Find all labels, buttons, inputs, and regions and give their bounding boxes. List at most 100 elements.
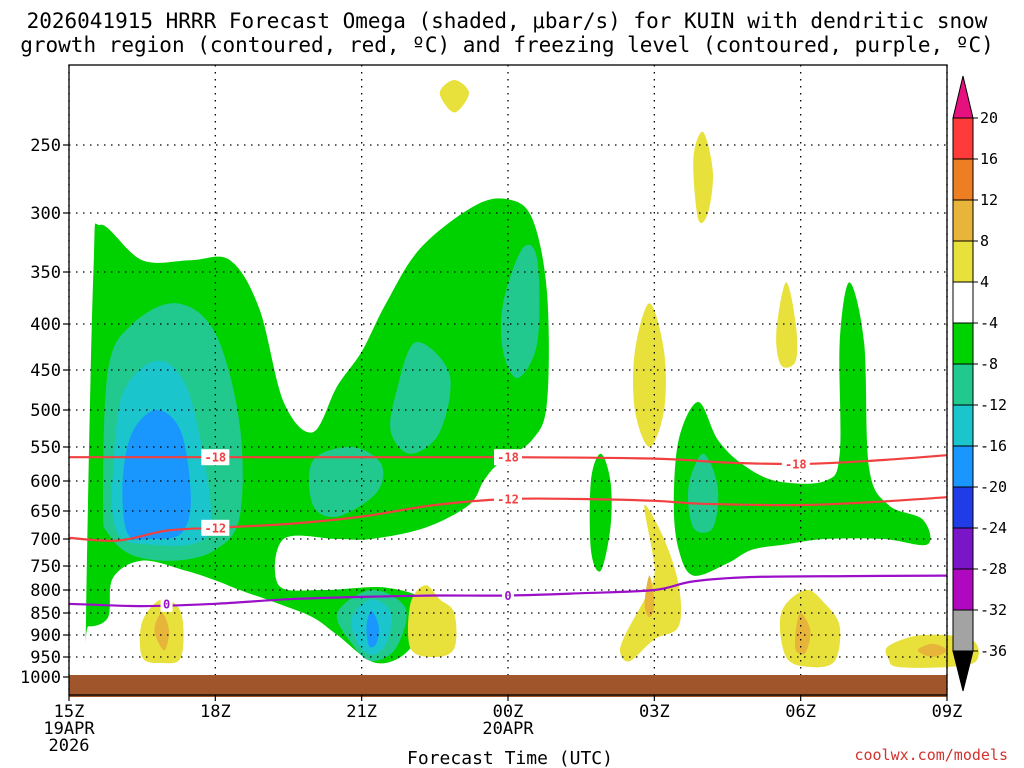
x-tick-label-00Z-0: 00Z xyxy=(493,702,524,722)
y-tick-label-400: 400 xyxy=(30,315,61,335)
x-tick-label-03Z-0: 03Z xyxy=(639,702,670,722)
x-axis-label: Forecast Time (UTC) xyxy=(407,748,613,768)
colorbar-top-arrow xyxy=(952,75,974,119)
y-tick-label-750: 750 xyxy=(30,557,61,577)
omega-region-19 xyxy=(776,282,798,368)
isotherm-label-1-1: -12 xyxy=(497,493,519,507)
isotherm-label-0-0: -18 xyxy=(204,451,226,465)
colorbar-swatch-9 xyxy=(952,486,974,529)
colorbar-label-5: -4 xyxy=(980,314,998,332)
y-tick-label-250: 250 xyxy=(30,136,61,156)
y-tick-label-550: 550 xyxy=(30,438,61,458)
x-tick-label-00Z-1: 20APR xyxy=(482,719,534,739)
omega-region-20 xyxy=(693,131,714,224)
omega-shading xyxy=(85,80,979,668)
colorbar-label-10: -24 xyxy=(980,519,1007,537)
omega-region-15 xyxy=(620,504,682,662)
isotherm-label-0-1: -18 xyxy=(497,451,519,465)
ground-layer xyxy=(69,675,947,697)
y-tick-label-850: 850 xyxy=(30,604,61,624)
y-tick-label-650: 650 xyxy=(30,502,61,522)
x-tick-label-15Z-1: 19APR xyxy=(43,719,95,739)
omega-region-4 xyxy=(308,446,384,518)
y-tick-label-900: 900 xyxy=(30,626,61,646)
isotherm-label-bg-0-2 xyxy=(781,456,810,472)
omega-region-7 xyxy=(687,453,719,533)
isotherm-contours: -18 -18 -18 -12 -12 0 0 xyxy=(68,449,948,612)
x-tick-label-15Z-2: 2026 xyxy=(49,736,90,756)
y-tick-label-500: 500 xyxy=(30,401,61,421)
credit-text: coolwx.com/models xyxy=(854,746,1008,764)
isotherm-label-bg-1-1 xyxy=(494,491,522,507)
colorbar-label-9: -20 xyxy=(980,478,1007,496)
colorbar-swatch-5 xyxy=(952,322,974,365)
x-tick-label-15Z-0: 15Z xyxy=(54,702,85,722)
isotherm-label-0-2: -18 xyxy=(785,458,807,472)
y-tick-label-450: 450 xyxy=(30,361,61,381)
omega-region-16 xyxy=(779,589,841,668)
y-tick-label-600: 600 xyxy=(30,472,61,492)
colorbar-swatch-4 xyxy=(952,281,974,324)
omega-region-24 xyxy=(794,613,811,655)
y-tick-label-1000: 1000 xyxy=(20,668,61,688)
colorbar-swatch-2 xyxy=(952,199,974,242)
omega-region-6 xyxy=(500,244,540,379)
isotherm-line-1 xyxy=(68,496,948,542)
omega-region-23 xyxy=(644,575,655,618)
isotherm-label-bg-1-0 xyxy=(201,519,230,536)
chart-title-line2: growth region (contoured, red, ºC) and f… xyxy=(20,33,994,57)
omega-region-12 xyxy=(366,610,379,648)
colorbar-label-6: -8 xyxy=(980,355,998,373)
omega-region-22 xyxy=(154,613,170,651)
isotherm-label-bg-0-0 xyxy=(201,449,230,466)
colorbar-swatch-8 xyxy=(952,445,974,488)
colorbar-swatch-7 xyxy=(952,404,974,447)
colorbar-label-13: -36 xyxy=(980,642,1007,660)
colorbar-legend: 20 16 12 8 4 -4 -8 -12 -16 -20 -24 -28 -32 -36 xyxy=(952,75,1007,692)
colorbar-swatch-3 xyxy=(952,240,974,283)
colorbar-swatch-10 xyxy=(952,527,974,570)
x-tick-label-18Z-0: 18Z xyxy=(200,702,231,722)
isotherm-line-0 xyxy=(68,454,948,466)
y-tick-label-950: 950 xyxy=(30,648,61,668)
isotherm-label-bg-0-1 xyxy=(494,449,522,466)
colorbar-label-2: 12 xyxy=(980,191,998,209)
x-tick-label-21Z-0: 21Z xyxy=(346,702,377,722)
colorbar-label-0: 20 xyxy=(980,109,998,127)
y-tick-label-350: 350 xyxy=(30,263,61,283)
colorbar-swatch-11 xyxy=(952,568,974,611)
isotherm-label-2-1: 0 xyxy=(504,589,511,603)
colorbar-label-11: -28 xyxy=(980,560,1007,578)
isotherm-label-bg-2-0 xyxy=(160,595,173,612)
omega-region-14 xyxy=(407,585,457,658)
colorbar-label-7: -12 xyxy=(980,396,1007,414)
omega-region-1 xyxy=(589,453,612,572)
colorbar-label-3: 8 xyxy=(980,232,989,250)
colorbar-bottom-arrow xyxy=(952,650,974,692)
colorbar-label-12: -32 xyxy=(980,601,1007,619)
colorbar-swatch-0 xyxy=(952,117,974,160)
colorbar-label-4: 4 xyxy=(980,273,989,291)
x-tick-label-09Z-0: 09Z xyxy=(932,702,963,722)
colorbar-label-1: 16 xyxy=(980,150,998,168)
omega-region-25 xyxy=(917,643,947,657)
isotherm-label-bg-2-1 xyxy=(502,587,514,604)
chart-title-line1: 2026041915 HRRR Forecast Omega (shaded, … xyxy=(27,9,988,33)
omega-region-2 xyxy=(673,282,931,576)
ground-terrain xyxy=(69,675,947,697)
isotherm-label-1-0: -12 xyxy=(204,521,226,535)
colorbar-swatch-12 xyxy=(952,609,974,652)
y-axis: 2503003504004505005506006507007508008509… xyxy=(20,136,69,688)
omega-region-11 xyxy=(122,410,191,540)
colorbar-swatch-6 xyxy=(952,363,974,406)
colorbar-swatch-1 xyxy=(952,158,974,201)
y-tick-label-300: 300 xyxy=(30,204,61,224)
omega-region-18 xyxy=(633,303,666,447)
isotherm-label-2-0: 0 xyxy=(163,597,170,611)
x-tick-label-06Z-0: 06Z xyxy=(785,702,816,722)
colorbar-label-8: -16 xyxy=(980,437,1007,455)
y-tick-label-700: 700 xyxy=(30,530,61,550)
y-tick-label-800: 800 xyxy=(30,581,61,601)
